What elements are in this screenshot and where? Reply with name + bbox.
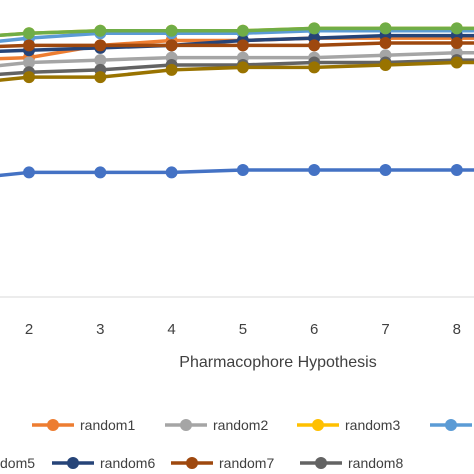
data-point — [308, 163, 321, 176]
data-point — [308, 22, 321, 35]
x-tick-label: 4 — [167, 321, 175, 338]
series-random9 — [0, 56, 474, 84]
data-point — [450, 163, 463, 176]
x-tick-label: 7 — [381, 321, 389, 338]
data-point — [450, 36, 463, 49]
x-axis-ticks: 2 3 4 5 6 7 8 — [25, 321, 461, 338]
data-point — [236, 163, 249, 176]
legend-swatch-marker — [180, 419, 192, 431]
legend-item-random1: random1 — [32, 417, 135, 433]
data-point — [308, 61, 321, 74]
x-tick-label: 8 — [453, 321, 461, 338]
legend-swatch-marker — [312, 419, 324, 431]
data-point — [379, 58, 392, 71]
data-point — [23, 39, 35, 52]
data-point — [379, 22, 392, 35]
data-point — [379, 36, 392, 49]
data-point — [165, 39, 178, 52]
data-point — [450, 56, 463, 69]
series-random7 — [0, 36, 474, 52]
data-point — [308, 39, 321, 52]
data-point — [236, 61, 249, 74]
series-random5 — [0, 163, 474, 179]
legend-label: random6 — [100, 455, 155, 471]
legend-item-random7: random7 — [171, 455, 274, 471]
legend-item-random3: random3 — [297, 417, 400, 433]
x-tick-label: 6 — [310, 321, 318, 338]
data-point — [236, 39, 249, 52]
data-point — [94, 54, 107, 67]
legend-label: random7 — [219, 455, 274, 471]
legend-swatch-marker — [67, 457, 79, 469]
data-point — [236, 24, 249, 37]
data-point — [94, 24, 107, 37]
legend-label: random2 — [213, 417, 268, 433]
data-point — [165, 166, 178, 179]
legend-item-random5: dom5 — [0, 455, 35, 471]
legend-swatch-marker — [47, 419, 59, 431]
legend: random1 random2 random3 dom5 random6 random7 r… — [0, 417, 472, 471]
data-point — [379, 163, 392, 176]
x-tick-label: 3 — [96, 321, 104, 338]
data-point — [94, 71, 107, 84]
x-tick-label: 5 — [239, 321, 247, 338]
data-point — [165, 24, 178, 37]
series-random10 — [0, 22, 474, 40]
data-point — [23, 27, 35, 40]
data-point — [23, 166, 35, 179]
legend-label: random8 — [348, 455, 403, 471]
data-point — [165, 63, 178, 76]
plot-area — [0, 22, 474, 179]
x-axis-title: Pharmacophore Hypothesis — [179, 354, 376, 371]
legend-swatch-marker — [445, 419, 457, 431]
x-tick-label: 2 — [25, 321, 33, 338]
legend-item-random8: random8 — [300, 455, 403, 471]
data-point — [23, 71, 35, 84]
legend-swatch-marker — [315, 457, 327, 469]
legend-label: random1 — [80, 417, 135, 433]
data-point — [450, 22, 463, 35]
legend-item-random2: random2 — [165, 417, 268, 433]
legend-item-random6: random6 — [52, 455, 155, 471]
legend-swatch-marker — [186, 457, 198, 469]
legend-label: random3 — [345, 417, 400, 433]
series-line — [0, 168, 474, 178]
data-point — [94, 166, 107, 179]
data-point — [23, 56, 35, 69]
legend-label: dom5 — [0, 455, 35, 471]
data-point — [94, 39, 107, 52]
legend-item-random4 — [430, 419, 472, 431]
